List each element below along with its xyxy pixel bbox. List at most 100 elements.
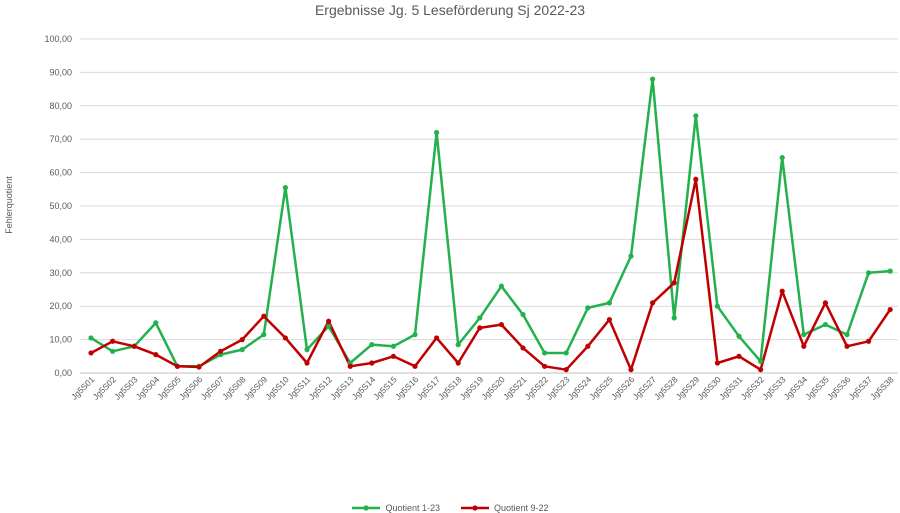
data-point xyxy=(88,335,94,341)
data-point xyxy=(369,342,375,348)
y-tick-label: 50,00 xyxy=(49,201,72,211)
data-point xyxy=(412,331,418,338)
data-point xyxy=(542,363,548,369)
data-point xyxy=(606,300,613,306)
data-point xyxy=(520,311,526,318)
data-point xyxy=(671,280,677,286)
data-point xyxy=(153,320,159,326)
data-point xyxy=(239,337,245,343)
data-point xyxy=(477,315,483,321)
y-tick-label: 60,00 xyxy=(49,168,72,178)
series-line-2 xyxy=(90,178,892,371)
data-point xyxy=(153,352,159,358)
legend-label: Quotient 1-23 xyxy=(385,503,440,513)
data-point xyxy=(347,363,353,369)
data-point xyxy=(282,335,288,341)
data-point xyxy=(866,270,872,276)
data-point xyxy=(218,348,224,354)
legend-marker xyxy=(461,505,489,511)
y-tick-label: 30,00 xyxy=(49,268,72,278)
data-point xyxy=(174,363,180,369)
y-tick-label: 70,00 xyxy=(49,134,72,144)
data-point xyxy=(261,331,267,338)
legend: Quotient 1-23 Quotient 9-22 xyxy=(0,503,900,513)
legend-label: Quotient 9-22 xyxy=(494,503,549,513)
y-tick-label: 80,00 xyxy=(49,101,72,111)
data-point xyxy=(844,343,850,349)
data-point xyxy=(390,353,396,359)
data-point xyxy=(88,350,94,356)
data-point xyxy=(844,331,850,338)
data-point xyxy=(714,360,721,366)
y-tick-label: 90,00 xyxy=(49,67,72,77)
legend-item-1: Quotient 1-23 xyxy=(351,503,440,513)
chart-title: Ergebnisse Jg. 5 Leseförderung Sj 2022-2… xyxy=(314,2,586,18)
data-point xyxy=(455,342,461,348)
data-point xyxy=(412,363,418,369)
y-tick-label: 40,00 xyxy=(49,234,72,244)
legend-item-2: Quotient 9-22 xyxy=(460,503,549,513)
data-point xyxy=(261,313,267,319)
y-tick-label: 10,00 xyxy=(49,335,72,345)
data-point xyxy=(304,347,310,353)
gridlines xyxy=(80,38,898,374)
x-tick-label: Jg5S10 xyxy=(263,374,291,402)
data-point xyxy=(822,300,829,306)
data-point xyxy=(887,306,893,313)
data-point xyxy=(779,154,785,161)
data-point xyxy=(282,185,288,191)
data-point xyxy=(585,343,591,349)
data-point xyxy=(196,364,202,370)
data-point xyxy=(801,331,807,338)
series-lines xyxy=(90,77,892,371)
y-axis-label: Fehlerquotient xyxy=(4,176,14,234)
data-point xyxy=(390,343,396,349)
data-point xyxy=(563,350,569,356)
data-point xyxy=(434,129,440,136)
data-point xyxy=(498,283,504,289)
data-point xyxy=(585,305,591,311)
data-point xyxy=(736,353,742,359)
data-point xyxy=(131,343,137,349)
y-tick-labels: 0,00 10,00 20,00 30,00 40,00 50,00 60,00 70,00 8… xyxy=(44,34,72,378)
y-tick-label: 0,00 xyxy=(54,368,72,378)
data-point xyxy=(693,113,699,119)
data-point xyxy=(498,321,504,328)
data-point xyxy=(758,367,764,373)
data-point xyxy=(693,176,699,182)
y-tick-label: 100,00 xyxy=(44,34,72,44)
data-point xyxy=(606,316,613,323)
data-point xyxy=(714,303,721,309)
data-point xyxy=(239,347,245,353)
legend-marker xyxy=(352,505,381,511)
data-point xyxy=(866,338,872,344)
data-point xyxy=(758,358,764,364)
data-point xyxy=(110,338,116,344)
data-point xyxy=(887,268,893,274)
data-point xyxy=(542,350,548,356)
data-point xyxy=(563,367,569,373)
data-point xyxy=(822,321,829,328)
data-point xyxy=(477,325,483,331)
data-point xyxy=(110,348,116,354)
data-point xyxy=(628,367,634,373)
data-point xyxy=(650,300,656,306)
data-point xyxy=(434,335,440,341)
y-tick-label: 20,00 xyxy=(49,301,72,311)
series-points xyxy=(88,76,893,373)
data-point xyxy=(801,343,807,349)
data-point xyxy=(520,345,526,351)
data-point xyxy=(736,333,742,339)
data-point xyxy=(326,323,332,329)
data-point xyxy=(304,360,310,366)
series-line-1 xyxy=(90,77,891,368)
data-point xyxy=(650,76,656,82)
data-point xyxy=(628,253,634,259)
data-point xyxy=(671,315,677,321)
data-point xyxy=(779,288,785,294)
x-tick-labels: Jg5S01Jg5S02Jg5S03Jg5S04Jg5S05Jg5S06Jg5S… xyxy=(69,374,896,402)
x-tick-label: Jg5S38 xyxy=(868,374,896,402)
data-point xyxy=(326,318,332,324)
data-point xyxy=(455,360,461,366)
